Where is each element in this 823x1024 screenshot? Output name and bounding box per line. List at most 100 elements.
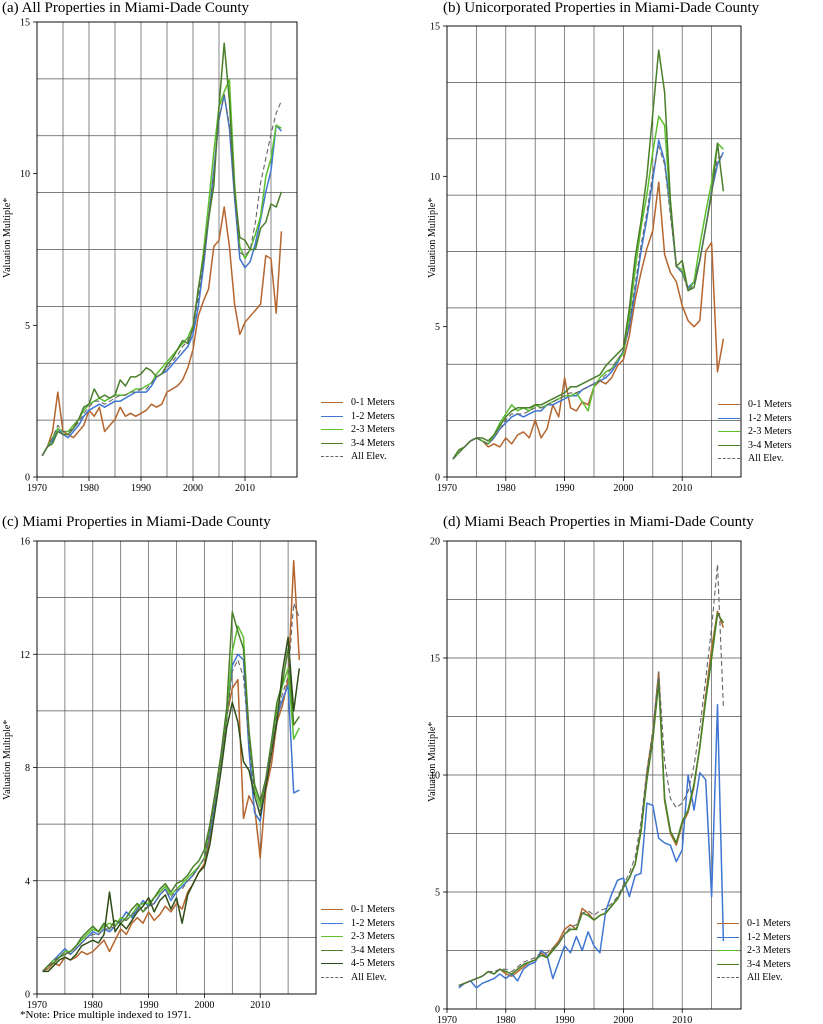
legend-swatch: [321, 963, 343, 964]
y-tick-label: 0: [435, 1005, 440, 1016]
y-tick-label: 15: [20, 18, 30, 29]
y-tick-label: 15: [430, 654, 440, 665]
x-tick-label: 1980: [496, 1015, 516, 1024]
legend-label: 0-1 Meters: [748, 399, 792, 410]
x-tick-label: 1980: [83, 1000, 103, 1011]
legend-swatch: [718, 444, 740, 446]
x-tick-label: 1980: [496, 483, 516, 494]
y-tick-label: 0: [25, 473, 30, 484]
legend-swatch: [718, 458, 740, 459]
legend-label: 0-1 Meters: [351, 904, 395, 915]
legend-swatch: [321, 456, 343, 457]
y-tick-label: 15: [430, 22, 440, 33]
y-tick-label: 0: [25, 990, 30, 1001]
x-tick-label: 2000: [613, 483, 633, 494]
x-tick-label: 2000: [613, 1015, 633, 1024]
x-tick-label: 2010: [672, 1015, 692, 1024]
legend-swatch: [718, 417, 740, 419]
footnote: *Note: Price multiple indexed to 1971.: [20, 1009, 192, 1021]
legend-label: 1-2 Meters: [351, 917, 395, 929]
series-line: [41, 42, 283, 457]
y-tick-label: 20: [430, 537, 440, 548]
y-tick-label: 10: [430, 172, 440, 183]
x-tick-label: 1970: [437, 483, 457, 494]
series-line: [42, 636, 301, 973]
line-chart-b: 1970 1980 1990 2000 2010 0 5 10 15: [430, 22, 742, 494]
y-tick-label: 10: [430, 771, 440, 782]
y-tick-label: 8: [25, 763, 30, 774]
legend-swatch: [717, 963, 739, 965]
legend-label: 1-2 Meters: [748, 412, 792, 424]
series-line: [42, 625, 300, 972]
legend-label: 0-1 Meters: [747, 918, 791, 929]
legend-swatch: [321, 429, 343, 430]
series-line: [458, 612, 725, 987]
chart-panel-d: (d) Miami Beach Properties in Miami-Dade…: [411, 512, 823, 1024]
x-tick-label: 1970: [27, 1000, 47, 1011]
y-tick-label: 16: [20, 537, 30, 548]
line-chart-d: 1970 1980 1990 2000 2010 0 5 10 15 20: [430, 537, 742, 1024]
legend-label: 2-3 Meters: [351, 931, 395, 942]
series-line: [41, 78, 282, 457]
series-line: [452, 145, 724, 460]
y-tick-label: 5: [25, 321, 30, 332]
legend-swatch: [718, 431, 740, 432]
legend-swatch: [321, 936, 343, 937]
y-tick-label: 5: [435, 888, 440, 899]
legend-swatch: [717, 950, 739, 951]
legend-label: 2-3 Meters: [747, 945, 791, 956]
chart-panel-a: (a) All Properties in Miami-Dade County …: [0, 0, 411, 500]
x-tick-label: 2000: [183, 483, 203, 494]
y-tick-label: 0: [435, 473, 440, 484]
y-tick-label: 5: [435, 322, 440, 333]
legend-swatch: [717, 923, 739, 924]
series-line: [42, 611, 300, 972]
x-tick-label: 1990: [139, 1000, 159, 1011]
chart-panel-c: (c) Miami Properties in Miami-Dade Count…: [0, 512, 411, 1024]
legend-swatch: [321, 402, 343, 403]
series-line: [452, 115, 724, 460]
legend-label: All Elev.: [351, 971, 387, 983]
legend-label: 3-4 Meters: [748, 439, 792, 451]
series-line: [452, 181, 725, 460]
chart-title: (a) All Properties in Miami-Dade County: [2, 0, 250, 16]
chart-title: (c) Miami Properties in Miami-Dade Count…: [2, 514, 271, 530]
legend-swatch: [718, 404, 740, 405]
x-tick-label: 2010: [250, 1000, 270, 1011]
legend-label: 3-4 Meters: [747, 958, 791, 970]
legend-label: 3-4 Meters: [351, 437, 395, 449]
legend-label: All Elev.: [747, 972, 783, 983]
x-tick-label: 2010: [672, 483, 692, 494]
x-tick-label: 1970: [27, 483, 47, 494]
legend-swatch: [321, 949, 343, 951]
x-tick-label: 1990: [555, 483, 575, 494]
series-line: [458, 704, 725, 989]
x-tick-label: 2000: [194, 1000, 214, 1011]
legend-swatch: [321, 976, 343, 978]
chart-panel-b: (b) Unicorporated Properties in Miami-Da…: [411, 0, 823, 500]
x-tick-label: 2010: [235, 483, 255, 494]
x-tick-label: 1990: [555, 1015, 575, 1024]
series-line: [41, 94, 282, 457]
legend-label: All Elev.: [351, 451, 387, 462]
series-line: [41, 94, 282, 457]
x-tick-label: 1990: [131, 483, 151, 494]
series-line: [42, 560, 301, 973]
legend-swatch: [321, 909, 343, 910]
legend-swatch: [321, 922, 343, 924]
legend-label: 1-2 Meters: [747, 931, 791, 943]
series-line: [452, 49, 725, 460]
series-line: [41, 206, 283, 457]
plot-frame: [446, 25, 742, 478]
series-line: [458, 563, 724, 987]
line-chart-c: 1970 1980 1990 2000 2010 0 4 8 12 16: [20, 537, 317, 1011]
legend-label: All Elev.: [748, 453, 784, 464]
y-tick-label: 10: [20, 169, 30, 180]
legend-label: 1-2 Meters: [351, 410, 395, 422]
legend-label: 2-3 Meters: [351, 424, 395, 435]
x-tick-label: 1970: [437, 1015, 457, 1024]
y-tick-label: 12: [20, 650, 30, 661]
y-tick-label: 4: [25, 876, 30, 887]
series-line: [42, 602, 300, 972]
legend-label: 0-1 Meters: [351, 397, 395, 408]
